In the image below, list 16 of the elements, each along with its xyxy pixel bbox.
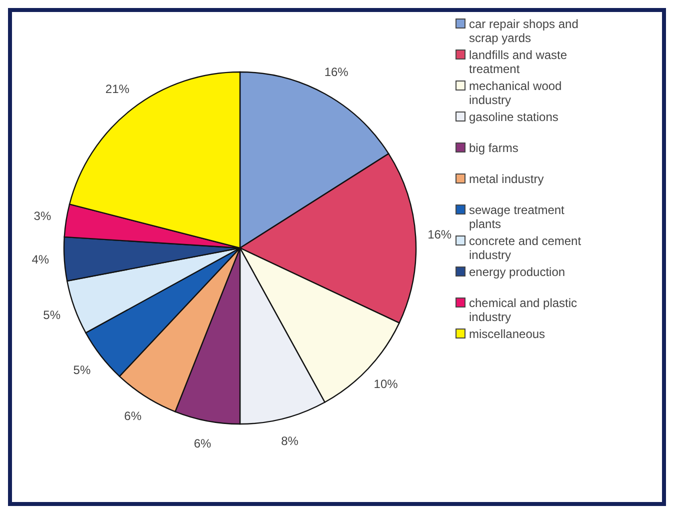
data-label: 5% xyxy=(43,308,61,322)
legend-label: miscellaneous xyxy=(469,327,546,341)
legend-label: energy production xyxy=(469,265,566,279)
data-label: 5% xyxy=(73,362,91,377)
data-label: 10% xyxy=(374,377,398,392)
data-label: 6% xyxy=(194,436,212,451)
data-label: 8% xyxy=(281,434,299,448)
data-label: 4% xyxy=(32,252,50,267)
data-label: 3% xyxy=(34,208,52,223)
legend-label: gasoline stations xyxy=(469,110,558,124)
data-label: 16% xyxy=(428,228,452,242)
data-label: 6% xyxy=(124,409,142,424)
legend-label: big farms xyxy=(469,141,518,155)
data-label: 21% xyxy=(105,82,130,96)
legend-label: metal industry xyxy=(469,172,544,186)
data-label: 16% xyxy=(324,64,349,79)
